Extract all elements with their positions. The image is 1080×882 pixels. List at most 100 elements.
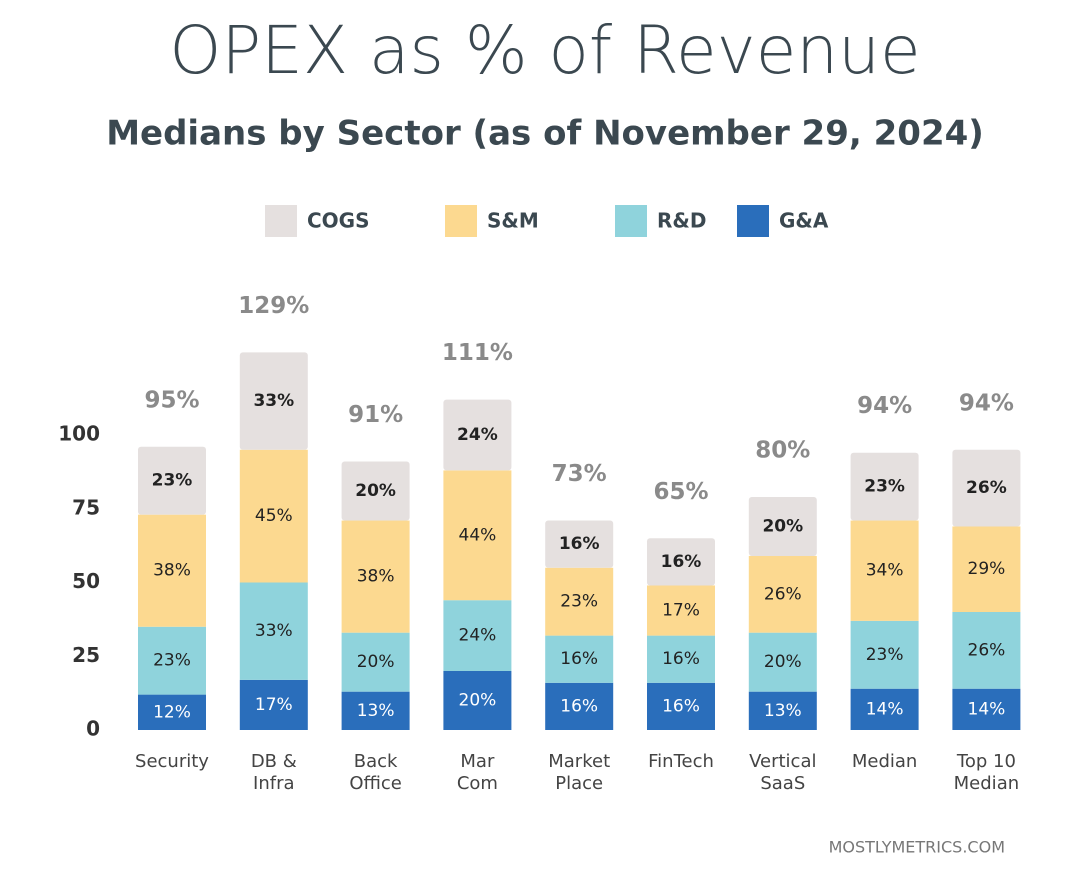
segment-label: 20% xyxy=(355,481,396,501)
bar-segment xyxy=(748,691,817,730)
x-tick-line: Office xyxy=(349,773,402,794)
bar-segment xyxy=(850,452,919,521)
segment-label: 20% xyxy=(762,516,803,536)
bar-segment xyxy=(952,612,1021,689)
segment-label: 16% xyxy=(662,696,700,716)
segment-label: 23% xyxy=(153,651,191,671)
x-tick-label: Vertical SaaS xyxy=(749,751,816,794)
segment-label: 45% xyxy=(255,506,293,526)
segment-label: 34% xyxy=(866,561,904,581)
segment-label: 29% xyxy=(968,559,1006,579)
y-tick-label: 75 xyxy=(72,495,100,519)
total-label: 95% xyxy=(144,387,199,413)
bar-segment xyxy=(443,600,512,671)
bar-segment xyxy=(545,682,614,730)
segment-label: 26% xyxy=(764,584,802,604)
segment-label: 23% xyxy=(866,645,904,665)
segment-label: 14% xyxy=(866,699,904,719)
source: MOSTLYMETRICS.COM xyxy=(829,838,1005,857)
x-tick-line: Market xyxy=(548,751,610,772)
bar-segment xyxy=(952,449,1021,527)
bar-segment xyxy=(341,461,410,521)
x-tick-label: Back Office xyxy=(349,751,402,794)
total-label: 111% xyxy=(442,340,513,366)
x-tick-line: Infra xyxy=(253,773,294,794)
bar-segment xyxy=(748,555,817,633)
total-label: 129% xyxy=(238,293,309,319)
total-label: 91% xyxy=(348,402,403,428)
bar-segment xyxy=(952,688,1021,730)
segment-label: 20% xyxy=(459,691,497,711)
segment-label: 24% xyxy=(459,626,497,646)
segment-label: 17% xyxy=(255,695,293,715)
bar-segment xyxy=(850,520,919,621)
bar-segment xyxy=(748,632,817,692)
y-tick-label: 100 xyxy=(58,422,100,446)
x-tick-line: SaaS xyxy=(760,773,805,794)
segment-label: 26% xyxy=(966,478,1007,498)
bar-segment xyxy=(647,538,715,586)
bar-segment xyxy=(138,446,206,515)
segment-label: 20% xyxy=(764,652,802,672)
total-label: 94% xyxy=(959,390,1014,416)
bar-segment xyxy=(443,470,512,601)
segment-label: 16% xyxy=(560,696,598,716)
total-label: 94% xyxy=(857,393,912,419)
legend-label: G&A xyxy=(779,209,829,233)
total-label: 65% xyxy=(653,479,708,505)
segment-label: 16% xyxy=(560,649,598,669)
bar-segment xyxy=(545,635,614,683)
x-tick-line: DB & xyxy=(251,751,297,772)
segment-label: 38% xyxy=(357,567,395,587)
segment-label: 26% xyxy=(968,640,1006,660)
legend-swatch xyxy=(445,205,477,237)
legend-swatch xyxy=(737,205,769,237)
segment-label: 16% xyxy=(559,534,600,554)
segment-label: 14% xyxy=(968,699,1006,719)
legend-label: S&M xyxy=(487,209,539,233)
x-tick-label: FinTech xyxy=(648,751,714,772)
segment-label: 12% xyxy=(153,702,191,722)
y-tick-label: 50 xyxy=(72,569,100,593)
bar-segment xyxy=(647,682,715,730)
segment-label: 24% xyxy=(457,425,498,445)
segment-label: 17% xyxy=(662,601,700,621)
bar-segment xyxy=(341,632,410,692)
segment-label: 13% xyxy=(764,701,802,721)
bar-segment xyxy=(138,626,206,695)
x-tick-line: Top 10 xyxy=(956,751,1016,772)
legend-label: COGS xyxy=(307,209,370,233)
bar-segment xyxy=(850,620,919,689)
bar-segment xyxy=(850,688,919,730)
bar-segment xyxy=(647,635,715,683)
bar-segment xyxy=(545,567,614,636)
legend-label: R&D xyxy=(657,209,706,233)
x-tick-label: DB & Infra xyxy=(251,751,297,794)
segment-label: 16% xyxy=(661,552,702,572)
y-tick-label: 0 xyxy=(86,717,100,741)
segment-label: 23% xyxy=(560,592,598,612)
segment-label: 33% xyxy=(255,621,293,641)
segment-label: 44% xyxy=(459,525,497,545)
x-tick-line: Place xyxy=(555,773,603,794)
segment-label: 23% xyxy=(152,471,193,491)
x-tick-line: Com xyxy=(457,773,498,794)
x-tick-line: Vertical xyxy=(749,751,816,772)
x-tick-line: Median xyxy=(852,751,917,772)
bar-segment xyxy=(138,514,206,627)
bar-segment xyxy=(545,520,614,568)
x-tick-line: Median xyxy=(954,773,1019,794)
x-tick-label: Top 10 Median xyxy=(954,751,1019,794)
x-tick-line: Back xyxy=(354,751,398,772)
bar-segment xyxy=(952,526,1021,612)
segment-label: 16% xyxy=(662,649,700,669)
x-tick-line: Security xyxy=(135,751,209,772)
bar-segment xyxy=(239,582,308,680)
segment-label: 13% xyxy=(357,701,395,721)
x-tick-label: Mar Com xyxy=(457,751,498,794)
bar-segment xyxy=(443,399,512,471)
bar-segment xyxy=(341,691,410,730)
bar-segment xyxy=(239,352,308,450)
segment-label: 23% xyxy=(864,477,905,497)
segment-label: 33% xyxy=(253,391,294,411)
